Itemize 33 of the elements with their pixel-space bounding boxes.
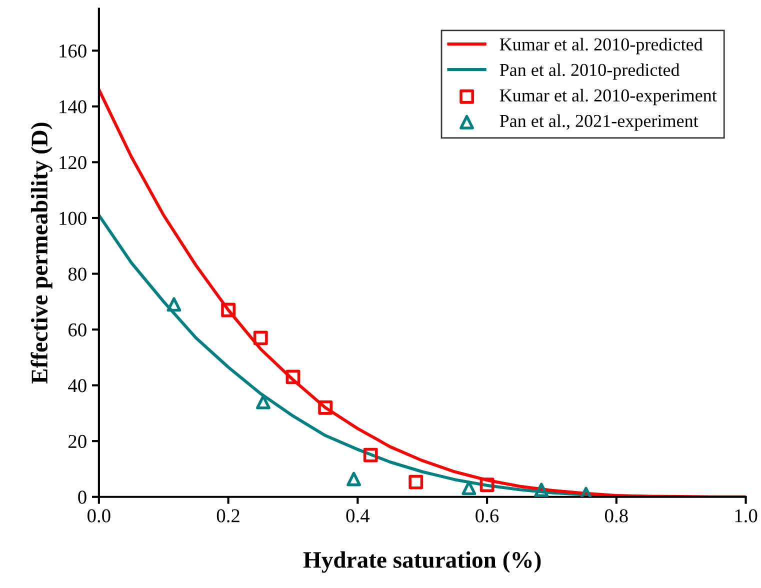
legend-label: Pan et al. 2010-predicted [500, 63, 680, 80]
y-tick-label: 120 [60, 156, 86, 170]
y-tick-label: 20 [68, 434, 86, 448]
point [363, 448, 378, 462]
point [256, 394, 270, 410]
point [346, 472, 361, 486]
legend-label: Kumar et al. 2010-experiment [500, 88, 717, 106]
x-tick-label: 0.2 [216, 509, 240, 522]
y-tick-label: 140 [60, 100, 86, 114]
y-tick-label: 100 [60, 212, 86, 225]
point [166, 297, 182, 312]
point [318, 400, 333, 415]
point [480, 478, 494, 492]
point [408, 474, 424, 490]
y-tick-label: 0 [78, 490, 86, 504]
y-tick-label: 80 [68, 268, 86, 281]
x-tick-label: 0.8 [605, 509, 628, 522]
point [534, 482, 549, 497]
x-tick-label: 0.6 [476, 509, 499, 522]
point [462, 480, 476, 496]
legend-label: Kumar et al. 2010-predicted [500, 38, 703, 54]
x-tick-label: 0.4 [346, 509, 370, 522]
point [286, 370, 300, 384]
legend-label: Pan et al., 2021-experiment [500, 114, 698, 131]
point [221, 302, 236, 318]
y-tick-label: 160 [60, 44, 86, 58]
point [253, 330, 268, 346]
y-axis-title: Effective permeability (D) [30, 122, 52, 384]
x-axis-title: Hydrate saturation (%) [303, 551, 541, 573]
y-tick-label: 60 [68, 323, 86, 336]
x-tick-label: 0.0 [88, 509, 110, 522]
y-tick-label: 40 [68, 379, 86, 392]
x-tick-label: 1.0 [735, 509, 758, 522]
